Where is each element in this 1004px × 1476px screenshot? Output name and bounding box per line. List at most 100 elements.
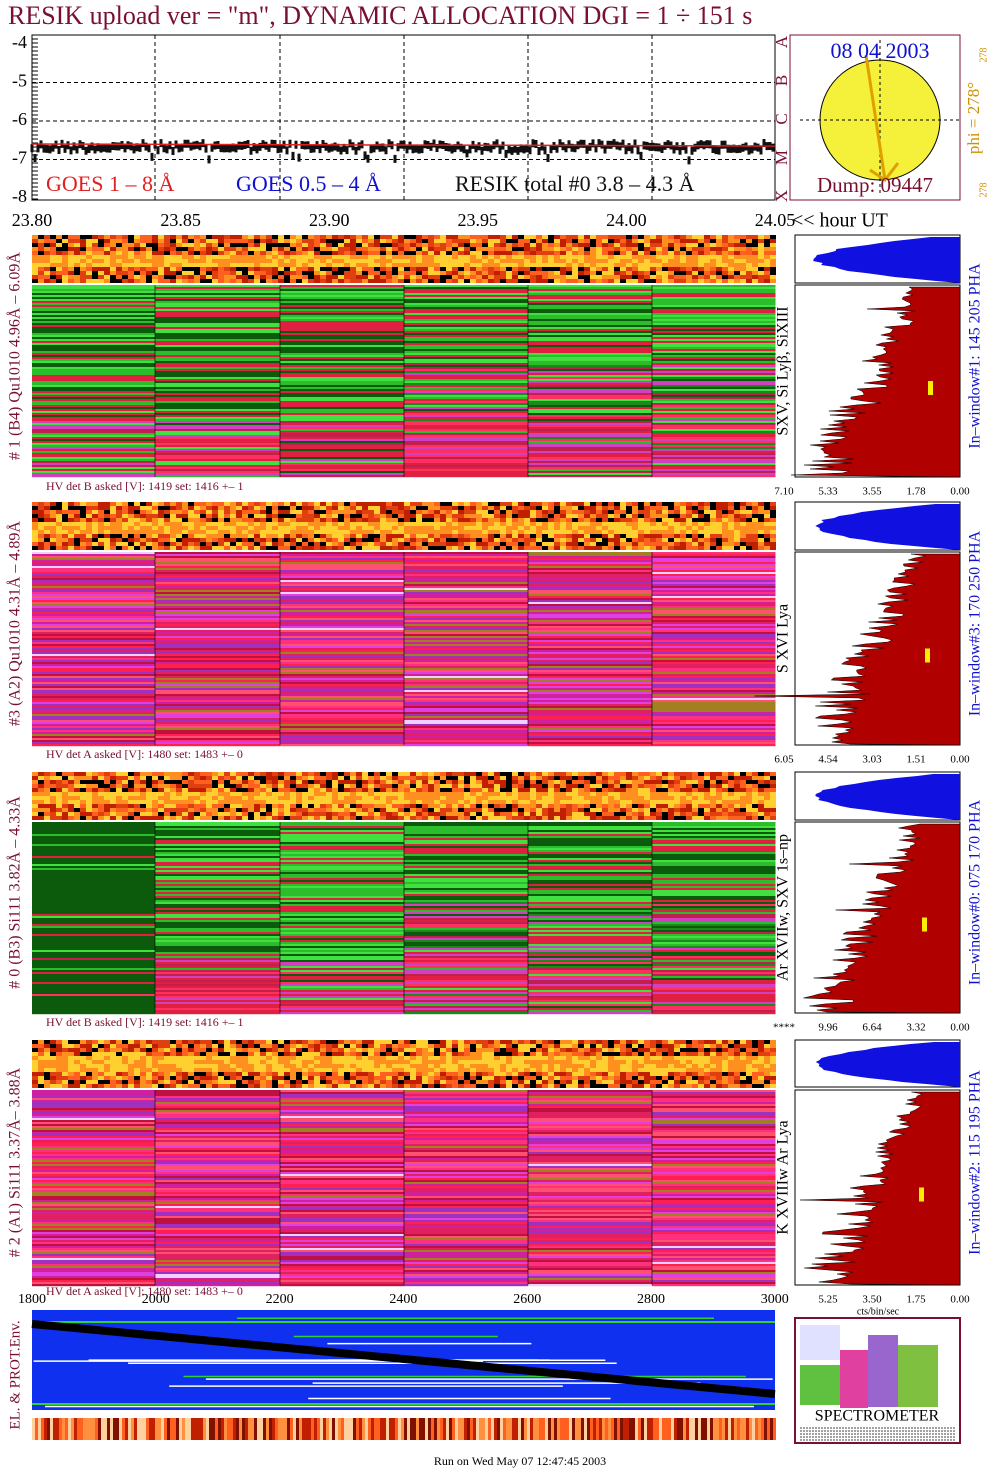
noise-cell: [428, 267, 434, 271]
noise-cell: [194, 263, 200, 267]
noise-cell: [584, 243, 590, 247]
spectro-row: [404, 359, 529, 362]
noise-cell: [422, 267, 428, 271]
noise-cell: [134, 279, 140, 283]
noise-cell: [650, 776, 656, 780]
noise-cell: [110, 780, 116, 784]
noise-cell: [434, 279, 440, 283]
spectro-row: [528, 391, 653, 394]
pha-small-hist: [815, 504, 960, 550]
noise-cell: [368, 239, 374, 243]
noise-cell: [596, 534, 602, 538]
noise-cell: [68, 518, 74, 522]
spectro-row: [280, 592, 405, 595]
spectro-row: [155, 622, 281, 625]
noise-cell: [572, 772, 578, 776]
spectro-row: [155, 337, 281, 340]
noise-cell: [98, 263, 104, 267]
noise-cell: [146, 534, 152, 538]
noise-cell: [440, 267, 446, 271]
noise-cell: [86, 259, 92, 263]
noise-cell: [452, 243, 458, 247]
noise-cell: [404, 279, 410, 283]
noise-cell: [134, 502, 140, 506]
spectro-row: [32, 672, 156, 675]
spectro-row: [652, 405, 776, 408]
hv-text: HV det B asked [V]: 1419 set: 1416 +– 1: [46, 479, 244, 493]
noise-cell: [236, 526, 242, 530]
noise-cell: [674, 239, 680, 243]
spectro-row: [280, 560, 405, 563]
noise-cell: [290, 526, 296, 530]
noise-cell: [530, 506, 536, 510]
noise-cell: [416, 542, 422, 546]
noise-cell: [470, 251, 476, 255]
noise-cell: [182, 526, 188, 530]
noise-cell: [494, 506, 500, 510]
noise-cell: [716, 530, 722, 534]
noise-cell: [344, 255, 350, 259]
noise-cell: [542, 510, 548, 514]
noise-cell: [584, 546, 590, 550]
spectro-row: [404, 473, 529, 476]
spectro-row: [652, 451, 776, 454]
noise-cell: [368, 518, 374, 522]
spectro-row: [404, 636, 529, 639]
spectro-row: [155, 461, 281, 464]
noise-cell: [476, 538, 482, 542]
noise-cell: [404, 239, 410, 243]
noise-cell: [236, 271, 242, 275]
noise-cell: [392, 776, 398, 780]
noise-cell: [110, 243, 116, 247]
noise-cell: [146, 502, 152, 506]
noise-cell: [128, 788, 134, 792]
noise-cell: [176, 780, 182, 784]
noise-cell: [368, 788, 374, 792]
spectro-row: [404, 616, 529, 619]
noise-cell: [572, 267, 578, 271]
noise-cell: [422, 526, 428, 530]
noise-cell: [266, 518, 272, 522]
noise-cell: [266, 279, 272, 283]
noise-cell: [194, 243, 200, 247]
spectro-row: [155, 459, 281, 462]
noise-cell: [284, 776, 290, 780]
noise-cell: [164, 534, 170, 538]
spectro-row: [652, 648, 776, 651]
spectro-row: [528, 702, 653, 705]
spectro-row: [32, 696, 156, 699]
noise-cell: [686, 526, 692, 530]
spectro-row: [155, 618, 281, 621]
noise-cell: [746, 271, 752, 275]
noise-cell: [344, 522, 350, 526]
spectro-row: [652, 299, 776, 302]
spectro-row: [155, 694, 281, 697]
noise-cell: [734, 792, 740, 796]
noise-cell: [44, 518, 50, 522]
noise-cell: [422, 546, 428, 550]
spectro-row: [280, 584, 405, 587]
noise-cell: [554, 546, 560, 550]
noise-cell: [386, 522, 392, 526]
noise-cell: [470, 792, 476, 796]
noise-cell: [770, 518, 776, 522]
noise-cell: [674, 526, 680, 530]
noise-cell: [704, 235, 710, 239]
spectro-row: [155, 614, 281, 617]
spectro-row: [155, 574, 281, 577]
noise-cell: [770, 235, 776, 239]
noise-cell: [422, 522, 428, 526]
noise-cell: [524, 239, 530, 243]
noise-cell: [506, 538, 512, 542]
noise-cell: [578, 538, 584, 542]
noise-cell: [110, 251, 116, 255]
spectro-row: [404, 285, 529, 288]
noise-cell: [254, 788, 260, 792]
spectro-row: [404, 580, 529, 583]
noise-cell: [404, 255, 410, 259]
noise-cell: [236, 518, 242, 522]
noise-cell: [518, 243, 524, 247]
spectro-row: [280, 403, 405, 406]
noise-cell: [704, 518, 710, 522]
noise-cell: [188, 235, 194, 239]
